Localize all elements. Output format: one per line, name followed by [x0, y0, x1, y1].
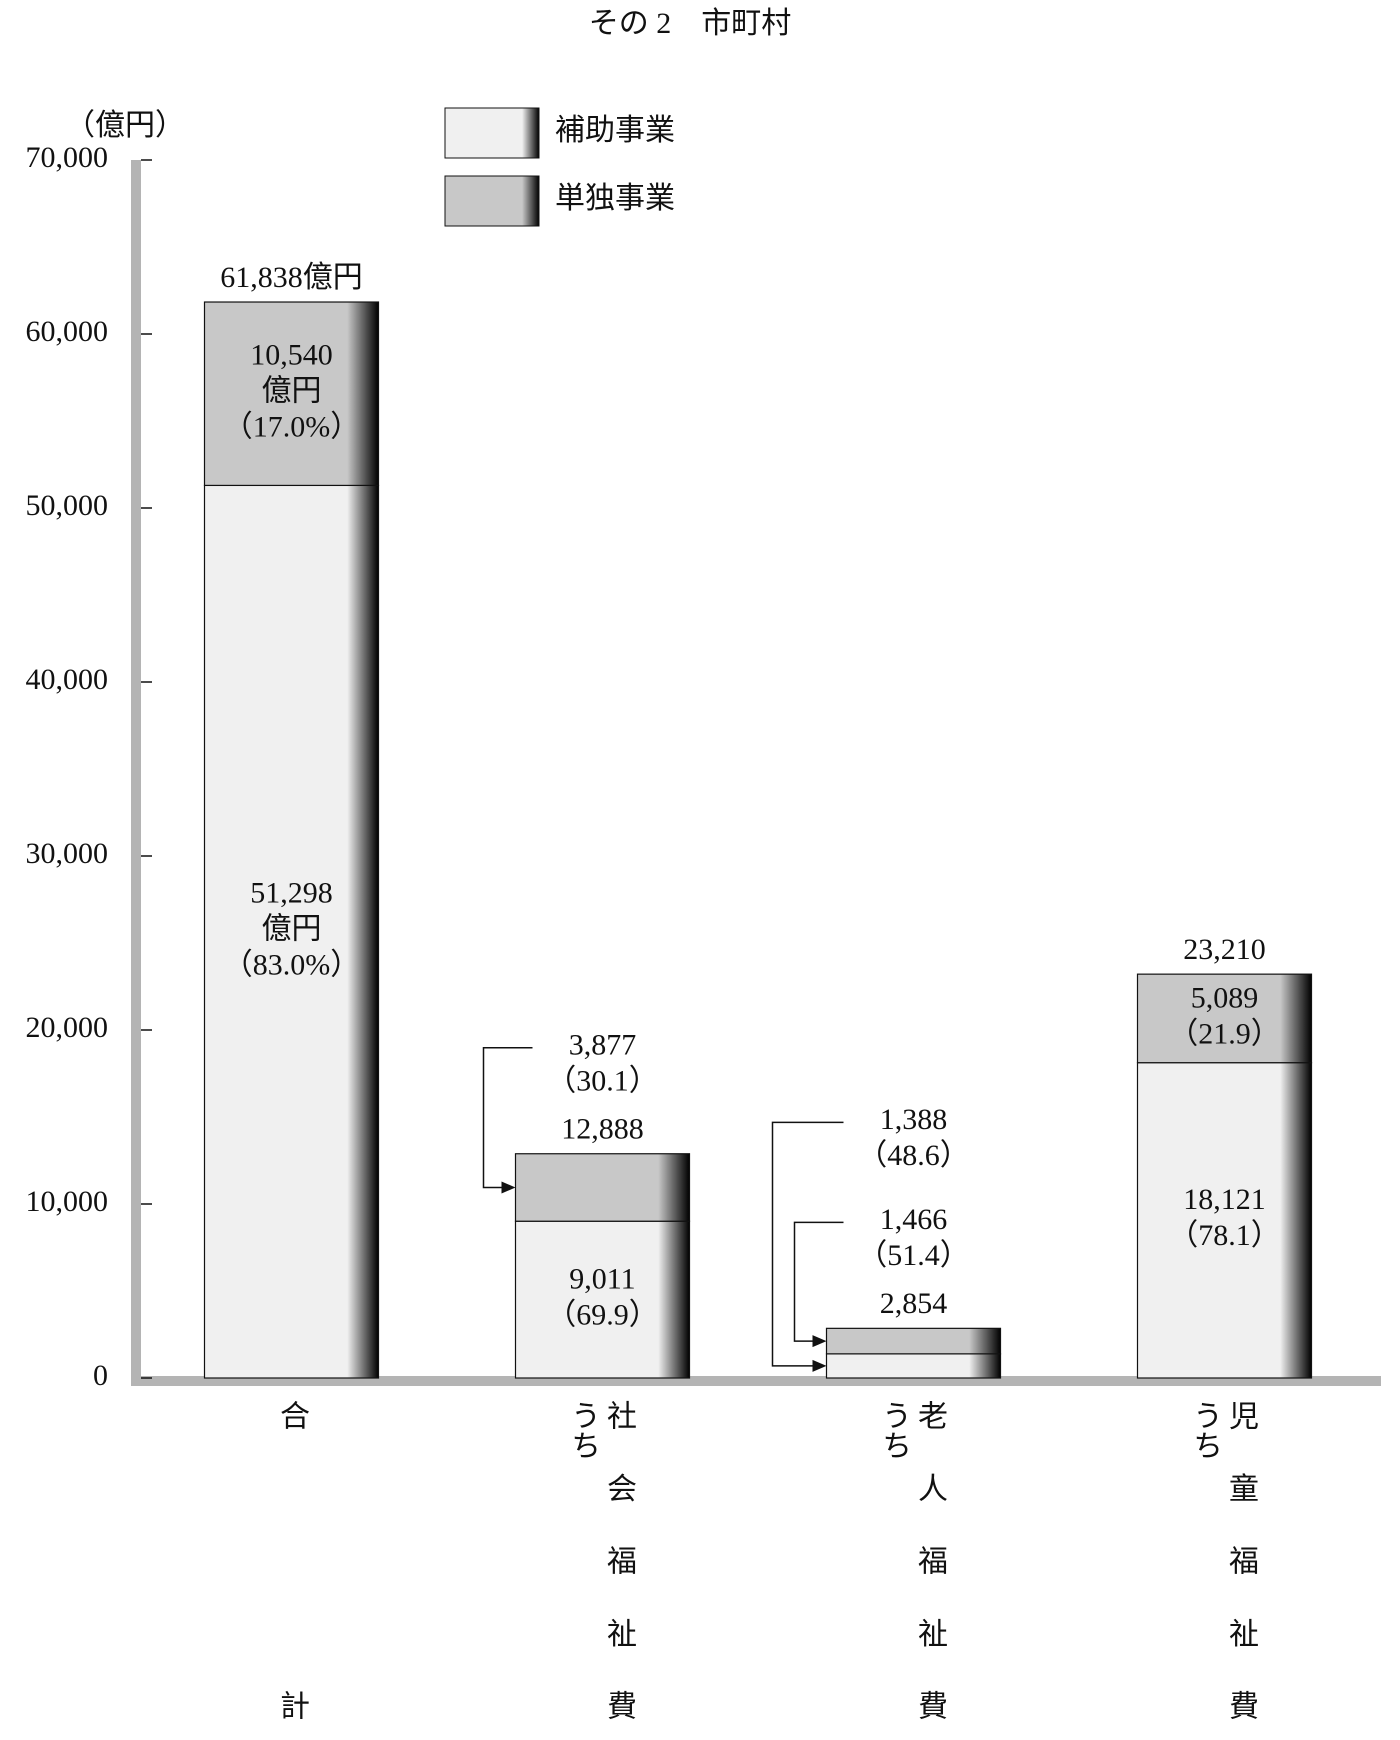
- leader-arrow: [812, 1335, 827, 1348]
- data-label: （17.0%）: [223, 411, 361, 444]
- y-tick-label: 70,000: [26, 141, 109, 174]
- bar-segment: [1136, 973, 1313, 1064]
- y-axis: [131, 160, 141, 1386]
- data-label: 5,089: [1191, 981, 1259, 1014]
- x-tick-label: 老人福祉費: [913, 1400, 948, 1720]
- data-label: 18,121: [1183, 1183, 1266, 1216]
- data-label: 1,466: [880, 1203, 948, 1236]
- leader-line: [482, 1046, 533, 1189]
- data-label: （30.1）: [546, 1065, 659, 1098]
- category-note: うち: [877, 1400, 910, 1460]
- data-label: （83.0%）: [223, 949, 361, 982]
- bar-segment: [1136, 1062, 1313, 1379]
- category-note: うち: [566, 1400, 599, 1460]
- total-label: 12,888: [561, 1113, 644, 1146]
- data-label: 億円: [262, 913, 322, 946]
- data-label: （48.6）: [857, 1139, 970, 1172]
- y-tick-label: 40,000: [26, 663, 109, 696]
- legend-swatch: [444, 107, 540, 159]
- y-tick-label: 50,000: [26, 489, 109, 522]
- data-label: （78.1）: [1168, 1219, 1281, 1252]
- data-label: （69.9）: [546, 1298, 659, 1331]
- leader-line: [793, 1221, 844, 1342]
- x-tick-label: 合計: [275, 1400, 309, 1720]
- y-tick-label: 0: [93, 1359, 108, 1392]
- y-unit: （億円）: [65, 109, 185, 142]
- y-tick-label: 10,000: [26, 1185, 109, 1218]
- bar-segment: [825, 1327, 1002, 1355]
- data-label: （51.4）: [857, 1239, 970, 1272]
- bar-segment: [825, 1353, 1002, 1379]
- bar-segment: [514, 1153, 691, 1222]
- y-tick-label: 60,000: [26, 315, 109, 348]
- bar-segment: [203, 301, 380, 487]
- x-tick-label: 児童福祉費: [1224, 1400, 1259, 1720]
- data-label: 10,540: [250, 339, 333, 372]
- data-label: 3,877: [569, 1029, 637, 1062]
- total-label: 23,210: [1183, 933, 1266, 966]
- x-axis: [131, 1376, 1381, 1386]
- legend-label: 単独事業: [555, 182, 675, 215]
- legend-swatch: [444, 175, 540, 227]
- leader-arrow: [501, 1181, 516, 1194]
- leader-line: [771, 1121, 844, 1367]
- data-label: 9,011: [569, 1262, 635, 1295]
- leader-arrow: [812, 1359, 827, 1372]
- legend-label: 補助事業: [555, 114, 675, 147]
- y-tick-label: 30,000: [26, 837, 109, 870]
- data-label: （21.9）: [1168, 1017, 1281, 1050]
- chart-title: その 2 市町村: [589, 7, 792, 40]
- total-label: 61,838億円: [220, 261, 363, 294]
- total-label: 2,854: [880, 1287, 948, 1320]
- bar-segment: [203, 484, 380, 1379]
- data-label: 億円: [262, 375, 322, 408]
- data-label: 1,388: [880, 1103, 948, 1136]
- category-note: うち: [1188, 1400, 1221, 1460]
- y-tick-label: 20,000: [26, 1011, 109, 1044]
- data-label: 51,298: [250, 877, 333, 910]
- bar-segment: [514, 1220, 691, 1379]
- x-tick-label: 社会福祉費: [602, 1400, 637, 1720]
